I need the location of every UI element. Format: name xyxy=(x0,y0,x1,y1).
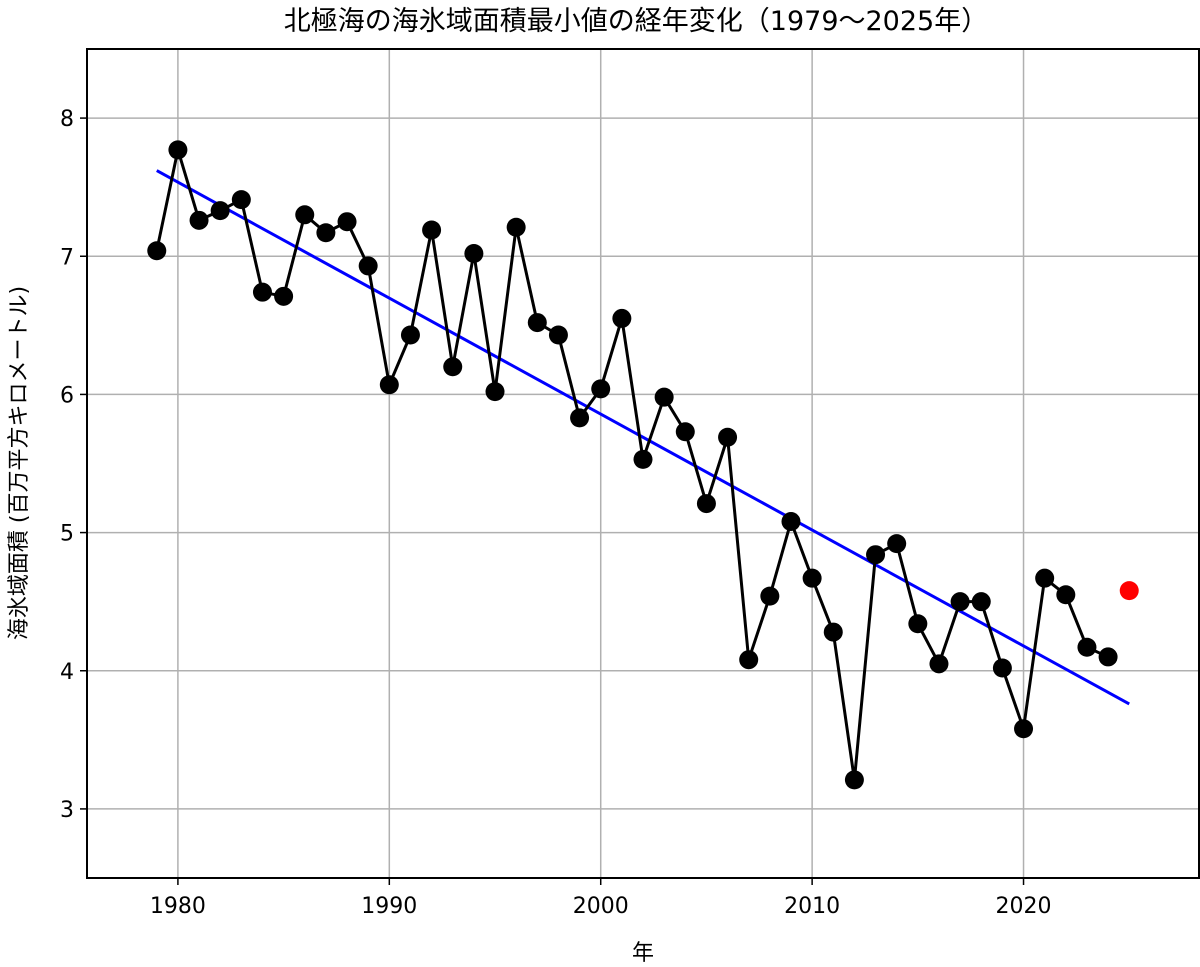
latest-data-point xyxy=(1119,581,1139,601)
data-point xyxy=(633,449,653,469)
x-tick-label: 2010 xyxy=(784,894,840,919)
chart-title: 北極海の海氷域面積最小値の経年変化（1979～2025年） xyxy=(284,6,988,37)
data-point xyxy=(548,325,568,345)
data-point xyxy=(781,512,801,532)
data-point xyxy=(358,256,378,276)
data-point xyxy=(718,427,738,447)
y-tick-label: 5 xyxy=(60,522,74,547)
data-point xyxy=(887,534,907,554)
data-point xyxy=(844,770,864,790)
data-point xyxy=(189,210,209,230)
data-point xyxy=(295,205,315,225)
data-point xyxy=(591,379,611,399)
data-point xyxy=(337,212,357,232)
x-axis-label: 年 xyxy=(632,941,654,966)
series-group xyxy=(147,140,1139,790)
y-tick-label: 4 xyxy=(60,660,74,685)
data-point xyxy=(971,592,991,612)
data-point xyxy=(1077,637,1097,657)
data-point xyxy=(485,382,505,402)
data-point xyxy=(1014,719,1034,739)
plot-frame xyxy=(86,48,1200,879)
trend-line-group xyxy=(156,169,1130,706)
data-point xyxy=(400,325,420,345)
data-point xyxy=(612,308,632,328)
data-point xyxy=(274,286,294,306)
data-point xyxy=(992,658,1012,678)
ticks: 1980 1990 2000 2010 2020 3 4 5 6 7 8 xyxy=(60,107,1052,919)
data-point xyxy=(1056,585,1076,605)
data-point xyxy=(570,408,590,428)
data-point xyxy=(168,140,188,160)
data-point xyxy=(316,223,336,243)
series-line xyxy=(155,148,1109,782)
data-point xyxy=(443,357,463,377)
data-point xyxy=(950,592,970,612)
data-point xyxy=(527,313,547,333)
data-point xyxy=(696,494,716,514)
data-point xyxy=(210,201,230,221)
x-tick-label: 2020 xyxy=(996,894,1052,919)
grid xyxy=(87,49,1199,878)
x-tick-label: 1990 xyxy=(361,894,417,919)
data-point xyxy=(252,282,272,302)
data-point xyxy=(422,220,442,240)
y-axis-label: 海氷域面積 (百万平方キロメートル) xyxy=(7,286,32,640)
data-point xyxy=(802,568,822,588)
y-tick-label: 6 xyxy=(60,383,74,408)
data-point xyxy=(506,217,526,237)
y-tick-label: 7 xyxy=(60,245,74,270)
x-tick-label: 1980 xyxy=(150,894,206,919)
trend-line xyxy=(156,169,1130,706)
data-point xyxy=(929,654,949,674)
data-point xyxy=(379,375,399,395)
data-point xyxy=(1098,647,1118,667)
data-point xyxy=(866,545,886,565)
x-tick-label: 2000 xyxy=(573,894,629,919)
data-point xyxy=(231,190,251,210)
data-point xyxy=(147,241,167,261)
data-point xyxy=(823,622,843,642)
data-point xyxy=(739,650,759,670)
y-tick-label: 8 xyxy=(60,107,74,132)
data-point xyxy=(760,586,780,606)
data-point xyxy=(675,422,695,442)
data-point xyxy=(464,243,484,263)
data-point xyxy=(908,614,928,634)
data-point xyxy=(1035,568,1055,588)
y-tick-label: 3 xyxy=(60,798,74,823)
data-point xyxy=(654,387,674,407)
